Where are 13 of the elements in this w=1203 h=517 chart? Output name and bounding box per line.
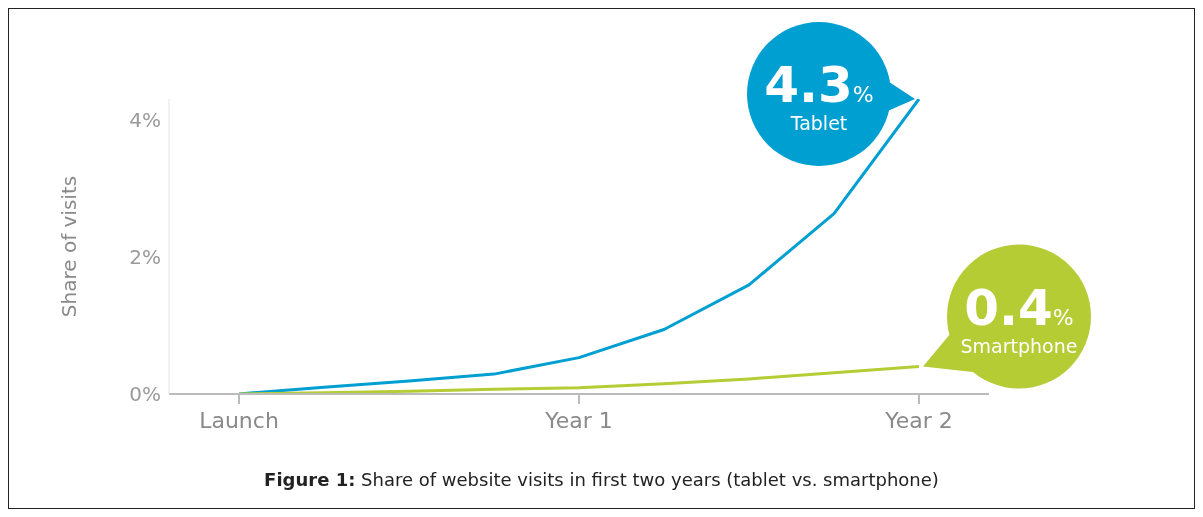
y-tick-label: 0% [129,382,161,407]
text: Smartphone [960,334,1078,357]
data-label: 4.3% [764,56,874,114]
line-series [237,365,921,394]
data-label: 0.4% [964,278,1074,337]
x-tick-label: Launch [199,408,279,433]
y-tick-label: 2% [129,244,161,269]
y-tick-label: 4% [129,107,161,132]
x-tick-label: Year 2 [884,408,953,433]
x-tick-label: Year 1 [544,408,613,433]
y-axis-title: Share of visits [57,175,82,318]
series-label: Tablet [789,112,848,134]
text: Figure 1: Share of website visits in first two years (tablet vs. smartphone) [264,469,939,490]
